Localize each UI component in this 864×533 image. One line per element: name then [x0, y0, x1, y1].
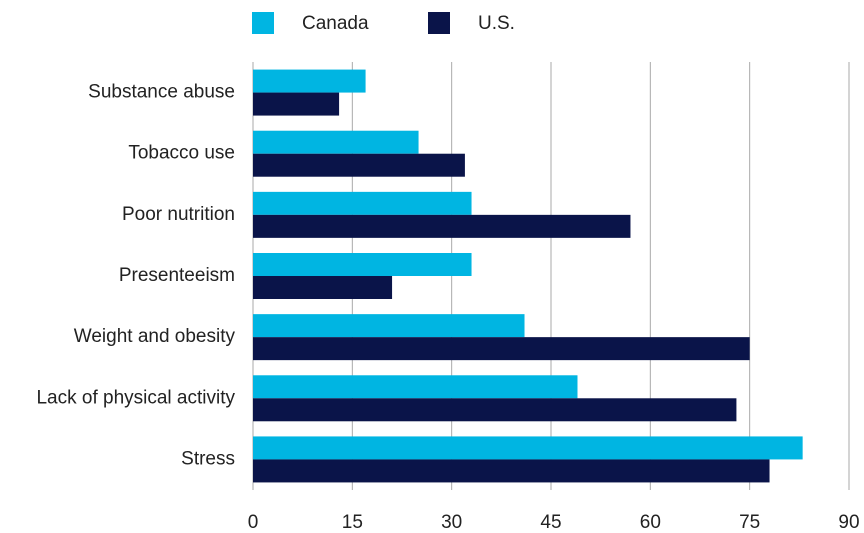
bar: [253, 398, 737, 422]
bar: [253, 314, 525, 338]
legend-label: U.S.: [478, 13, 515, 34]
legend-label: Canada: [302, 13, 369, 34]
y-tick-label: Stress: [181, 448, 235, 469]
bar: [253, 375, 578, 399]
bar: [253, 92, 340, 116]
y-tick-label: Lack of physical activity: [36, 387, 235, 408]
legend-swatch: [252, 12, 274, 34]
bar: [253, 191, 472, 215]
x-tick-label: 30: [441, 512, 462, 533]
x-tick-label: 60: [640, 512, 661, 533]
bar: [253, 436, 803, 460]
y-tick-label: Presenteeism: [119, 265, 235, 286]
bar: [253, 214, 631, 238]
bar: [253, 253, 472, 276]
x-tick-label: 75: [739, 512, 760, 533]
y-tick-label: Tobacco use: [128, 143, 235, 164]
y-tick-label: Poor nutrition: [122, 204, 235, 225]
bar: [253, 130, 419, 154]
legend-swatch: [428, 12, 450, 34]
x-tick-label: 45: [540, 512, 561, 533]
bar: [253, 337, 750, 361]
bar: [253, 459, 770, 483]
y-tick-label: Weight and obesity: [74, 326, 236, 347]
x-tick-label: 0: [248, 512, 259, 533]
bar: [253, 153, 465, 177]
bar: [253, 276, 393, 299]
bar: [253, 69, 366, 93]
x-tick-label: 15: [342, 512, 363, 533]
y-tick-label: Substance abuse: [88, 82, 235, 103]
x-tick-label: 90: [838, 512, 859, 533]
